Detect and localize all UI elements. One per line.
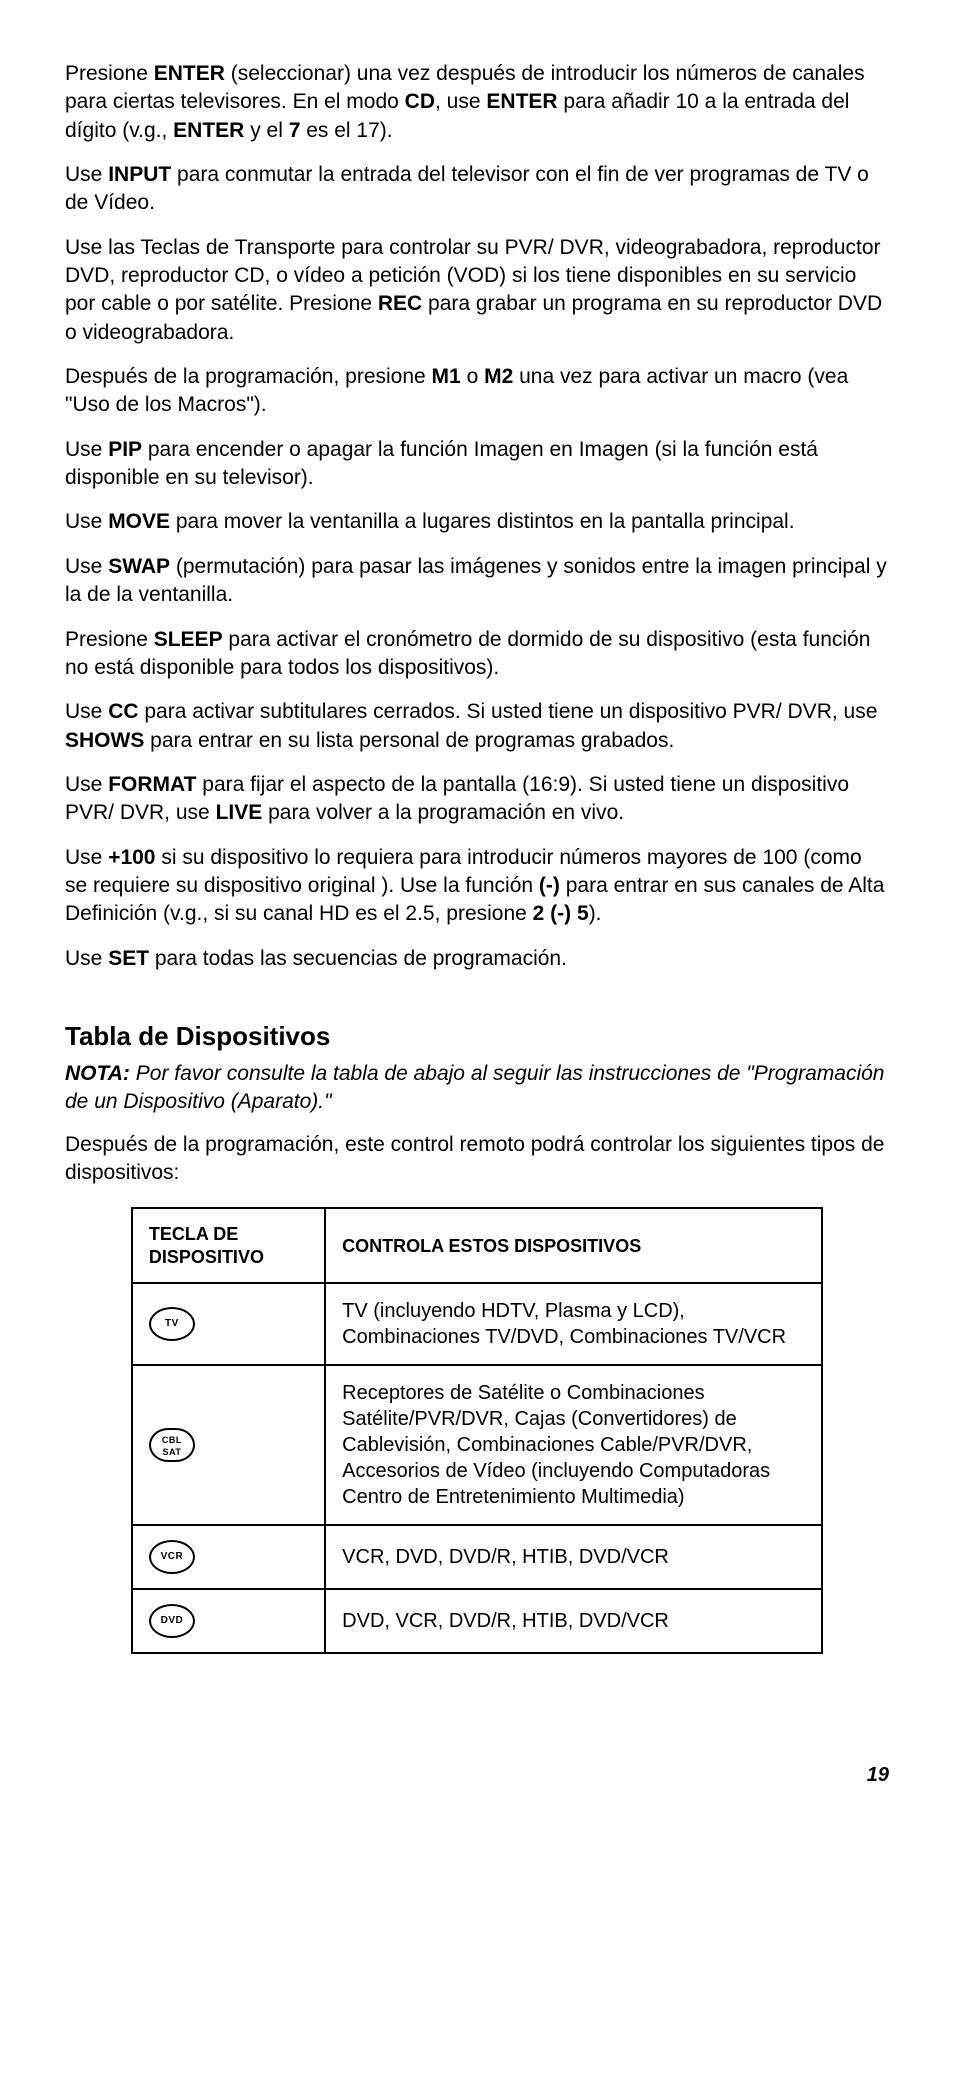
body-paragraph: Use SET para todas las secuencias de pro… (65, 945, 889, 973)
body-paragraph: Use INPUT para conmutar la entrada del t… (65, 161, 889, 218)
text-run: o (461, 365, 484, 388)
table-row: CBLSAT Receptores de Satélite o Combinaci… (132, 1365, 822, 1525)
text-run: para mover la ventanilla a lugares disti… (170, 510, 795, 533)
table-header-col2: CONTROLA ESTOS DISPOSITIVOS (325, 1208, 822, 1283)
text-run: para todas las secuencias de programació… (149, 947, 567, 970)
text-run: Use (65, 555, 108, 578)
table-row: DVD DVD, VCR, DVD/R, HTIB, DVD/VCR (132, 1589, 822, 1653)
bold-keyword: CC (108, 700, 138, 723)
device-table: TECLA DE DISPOSITIVO CONTROLA ESTOS DISP… (131, 1207, 823, 1654)
bold-keyword: REC (378, 292, 422, 315)
device-desc-cell: DVD, VCR, DVD/R, HTIB, DVD/VCR (325, 1589, 822, 1653)
bold-keyword: ENTER (173, 119, 244, 142)
bold-keyword: ENTER (486, 90, 557, 113)
bold-keyword: (-) (539, 874, 560, 897)
bold-keyword: PIP (108, 438, 142, 461)
device-key-cell: TV (132, 1283, 325, 1365)
note-prefix: NOTA: (65, 1062, 130, 1085)
body-paragraph: Use +100 si su dispositivo lo requiera p… (65, 844, 889, 929)
table-row: TV TV (incluyendo HDTV, Plasma y LCD), Co… (132, 1283, 822, 1365)
device-desc-cell: TV (incluyendo HDTV, Plasma y LCD), Comb… (325, 1283, 822, 1365)
bold-keyword: ENTER (154, 62, 225, 85)
section-title: Tabla de Dispositivos (65, 1021, 889, 1052)
table-header-col1: TECLA DE DISPOSITIVO (132, 1208, 325, 1283)
text-run: y el (244, 119, 288, 142)
body-paragraph: Presione ENTER (seleccionar) una vez des… (65, 60, 889, 145)
text-run: es el 17). (300, 119, 392, 142)
body-paragraph: Use PIP para encender o apagar la funció… (65, 436, 889, 493)
text-run: para conmutar la entrada del televisor c… (65, 163, 869, 214)
dvd-button-icon: DVD (149, 1604, 195, 1638)
page-number: 19 (65, 1764, 889, 1787)
text-run: para volver a la programación en vivo. (262, 801, 624, 824)
device-desc-cell: Receptores de Satélite o Combinaciones S… (325, 1365, 822, 1525)
text-run: Use (65, 700, 108, 723)
text-run: para entrar en su lista personal de prog… (144, 729, 674, 752)
section-note: NOTA: Por favor consulte la tabla de aba… (65, 1060, 889, 1117)
device-key-cell: VCR (132, 1525, 325, 1589)
text-run: ). (589, 902, 602, 925)
text-run: (permutación) para pasar las imágenes y … (65, 555, 887, 606)
text-run: Use (65, 438, 108, 461)
body-paragraph: Presione SLEEP para activar el cronómetr… (65, 626, 889, 683)
table-row: VCR VCR, DVD, DVD/R, HTIB, DVD/VCR (132, 1525, 822, 1589)
text-run: Después de la programación, presione (65, 365, 432, 388)
vcr-button-icon: VCR (149, 1540, 195, 1574)
body-paragraph: Después de la programación, presione M1 … (65, 363, 889, 420)
body-paragraph: Use MOVE para mover la ventanilla a luga… (65, 508, 889, 536)
bold-keyword: SET (108, 947, 149, 970)
text-run: Use (65, 947, 108, 970)
text-run: Use (65, 773, 108, 796)
bold-keyword: 2 (-) 5 (533, 902, 589, 925)
text-run: para encender o apagar la función Imagen… (65, 438, 818, 489)
device-key-cell: DVD (132, 1589, 325, 1653)
bold-keyword: +100 (108, 846, 155, 869)
bold-keyword: LIVE (216, 801, 263, 824)
cbl-sat-button-icon: CBLSAT (149, 1428, 195, 1462)
bold-keyword: SHOWS (65, 729, 144, 752)
text-run: Presione (65, 62, 154, 85)
body-paragraph: Use CC para activar subtitulares cerrado… (65, 698, 889, 755)
body-paragraphs: Presione ENTER (seleccionar) una vez des… (65, 60, 889, 973)
text-run: para activar subtitulares cerrados. Si u… (139, 700, 878, 723)
bold-keyword: SWAP (108, 555, 170, 578)
bold-keyword: MOVE (108, 510, 170, 533)
bold-keyword: FORMAT (108, 773, 196, 796)
bold-keyword: 7 (289, 119, 301, 142)
body-paragraph: Use FORMAT para fijar el aspecto de la p… (65, 771, 889, 828)
bold-keyword: M2 (484, 365, 513, 388)
bold-keyword: CD (405, 90, 435, 113)
bold-keyword: INPUT (108, 163, 171, 186)
tv-button-icon: TV (149, 1307, 195, 1341)
bold-keyword: SLEEP (154, 628, 223, 651)
bold-keyword: M1 (432, 365, 461, 388)
note-after-text: Después de la programación, este control… (65, 1131, 889, 1188)
text-run: , use (435, 90, 486, 113)
text-run: Presione (65, 628, 154, 651)
note-body: Por favor consulte la tabla de abajo al … (65, 1062, 884, 1113)
text-run: Use (65, 510, 108, 533)
text-run: Use (65, 846, 108, 869)
table-header-row: TECLA DE DISPOSITIVO CONTROLA ESTOS DISP… (132, 1208, 822, 1283)
text-run: Use (65, 163, 108, 186)
body-paragraph: Use las Teclas de Transporte para contro… (65, 234, 889, 347)
body-paragraph: Use SWAP (permutación) para pasar las im… (65, 553, 889, 610)
device-desc-cell: VCR, DVD, DVD/R, HTIB, DVD/VCR (325, 1525, 822, 1589)
device-key-cell: CBLSAT (132, 1365, 325, 1525)
